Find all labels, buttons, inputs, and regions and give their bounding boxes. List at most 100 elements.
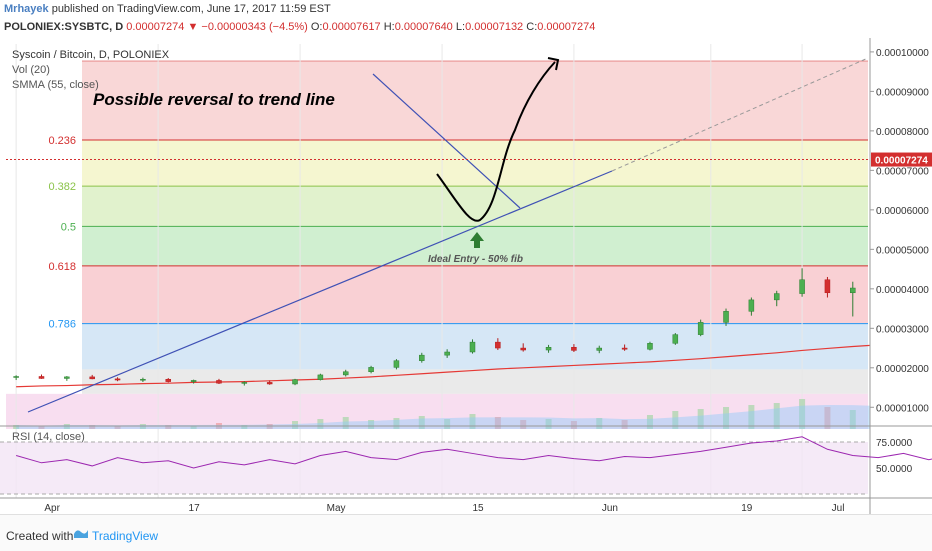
last-price-label: 0.00007274 xyxy=(875,156,928,167)
candle-body xyxy=(571,347,577,351)
candle-body xyxy=(444,351,450,356)
volume-bar xyxy=(596,418,603,429)
fib-level-label: 0.236 xyxy=(48,135,76,147)
volume-bar xyxy=(13,425,20,429)
volume-bar xyxy=(342,417,349,429)
trend-extension-line xyxy=(611,57,869,172)
low-value: 0.00007132 xyxy=(465,21,524,33)
time-tick-label: Apr xyxy=(44,503,60,514)
candle xyxy=(672,333,679,345)
support-trend-line xyxy=(27,170,613,413)
volume-bar xyxy=(646,415,653,429)
candle-body xyxy=(419,354,425,361)
candle-body xyxy=(545,347,552,351)
candle-body xyxy=(216,380,222,384)
candle-body xyxy=(190,380,197,382)
fib-level-label: 0.5 xyxy=(61,221,76,233)
ohlc-line: POLONIEX:SYSBTC, D 0.00007274 ▼ −0.00000… xyxy=(4,21,595,33)
fib-band xyxy=(82,60,868,140)
annotation-entry: Ideal Entry - 50% fib xyxy=(428,254,523,265)
volume-bar xyxy=(570,421,577,429)
time-axis: Apr17May15Jun19Jul17Aug14Sep xyxy=(0,497,932,514)
candle xyxy=(850,281,856,317)
projection-path xyxy=(436,61,556,222)
candle xyxy=(520,343,526,352)
time-tick-label: May xyxy=(327,503,346,514)
time-tick-label: 17 xyxy=(189,503,201,514)
candle-body xyxy=(799,279,805,294)
time-tick-label: Jul xyxy=(832,503,845,514)
time-tick-label: 15 xyxy=(473,503,485,514)
candle xyxy=(393,359,400,370)
created-with-text: Created with xyxy=(6,529,74,543)
volume-bar xyxy=(545,419,552,429)
candle-body xyxy=(824,279,831,294)
candle xyxy=(469,339,476,354)
open-label: O: xyxy=(310,21,323,33)
price-chart[interactable]: 0.236 0.382 0.5 0.618 0.786 0.00010000 0.0000… xyxy=(0,38,932,514)
candle-body xyxy=(368,367,374,372)
volume-bar xyxy=(368,420,375,429)
candle xyxy=(165,378,172,383)
price-value: 0.00007274 xyxy=(126,21,185,33)
fib-band xyxy=(82,369,868,394)
candle xyxy=(419,352,425,363)
candle-body xyxy=(266,382,273,385)
time-tick-label: 19 xyxy=(741,503,753,514)
time-tick-label: Jun xyxy=(602,503,618,514)
volume-bar xyxy=(114,426,121,429)
author-link[interactable]: Mrhayek xyxy=(4,3,49,15)
trend-lines xyxy=(6,57,869,413)
volume-bar xyxy=(469,414,476,429)
axis-background xyxy=(870,38,932,514)
price-tick-label: 0.00001000 xyxy=(876,403,929,414)
smma-line xyxy=(16,340,932,388)
candle-body xyxy=(140,378,146,381)
price-axis: 0.00010000 0.00009000 0.00008000 0.00007000… xyxy=(869,38,932,514)
candle-body xyxy=(723,311,729,323)
footer-bar: Created with TradingView xyxy=(0,514,932,551)
candle xyxy=(266,380,273,385)
low-label: L: xyxy=(455,21,466,33)
volume-bar xyxy=(520,420,527,429)
rsi-pane: RSI (14, close) 75.0000 50.0000 xyxy=(0,425,932,495)
fib-retracement-layer: 0.236 0.382 0.5 0.618 0.786 xyxy=(6,60,868,429)
fib-band xyxy=(82,139,868,187)
volume-bar xyxy=(190,426,197,429)
volume-bar xyxy=(292,421,299,429)
candle-body xyxy=(621,347,628,350)
candle xyxy=(317,373,324,381)
rsi-band xyxy=(0,442,868,494)
candle-body xyxy=(165,378,172,382)
price-tick-label: 0.00005000 xyxy=(876,245,929,256)
candle-body xyxy=(748,299,755,312)
high-value: 0.00007640 xyxy=(394,21,453,33)
candle xyxy=(647,341,653,351)
tradingview-logo-icon xyxy=(72,526,90,543)
price-tick-label: 0.00003000 xyxy=(876,324,929,335)
publish-header: Mrhayek published on TradingView.com, Ju… xyxy=(0,0,932,40)
change-value: −0.00000343 (−4.5%) xyxy=(201,21,308,33)
open-value: 0.00007617 xyxy=(322,21,381,33)
candle-body xyxy=(672,334,679,344)
rsi-tick-label: 50.0000 xyxy=(876,464,913,475)
price-tick-label: 0.00002000 xyxy=(876,364,929,375)
candle-body xyxy=(114,378,121,381)
volume-bar xyxy=(89,425,96,429)
candle xyxy=(824,276,831,298)
candle-body xyxy=(13,376,19,378)
annotation-title: Possible reversal to trend line xyxy=(93,90,335,109)
tradingview-link[interactable]: TradingView xyxy=(92,529,159,543)
volume-bar xyxy=(773,403,780,429)
candle xyxy=(190,379,197,384)
candle-body xyxy=(89,376,95,380)
drawings-layer xyxy=(436,57,560,248)
candle-body xyxy=(469,341,476,353)
candle xyxy=(799,268,805,297)
fib-level-label: 0.618 xyxy=(48,261,76,273)
volume-bar xyxy=(824,407,831,429)
candle xyxy=(571,344,577,352)
candle-body xyxy=(520,347,526,351)
price-tick-label: 0.00006000 xyxy=(876,206,929,217)
candle-body xyxy=(342,371,349,376)
